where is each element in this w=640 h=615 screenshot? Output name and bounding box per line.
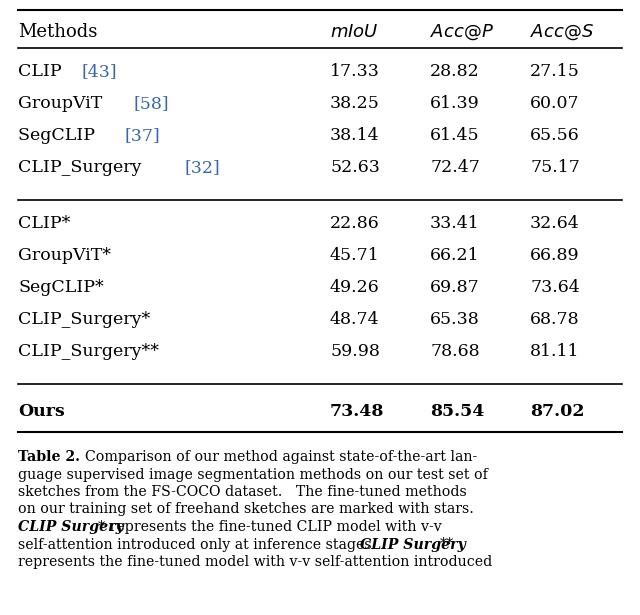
Text: 68.78: 68.78 [530, 312, 580, 328]
Text: 75.17: 75.17 [530, 159, 580, 177]
Text: 65.38: 65.38 [430, 312, 480, 328]
Text: 38.14: 38.14 [330, 127, 380, 145]
Text: **: ** [440, 538, 454, 552]
Text: CLIP_Surgery: CLIP_Surgery [18, 159, 147, 177]
Text: 48.74: 48.74 [330, 312, 380, 328]
Text: SegCLIP*: SegCLIP* [18, 279, 104, 296]
Text: * represents the fine-tuned CLIP model with v-v: * represents the fine-tuned CLIP model w… [98, 520, 442, 534]
Text: [32]: [32] [184, 159, 220, 177]
Text: 49.26: 49.26 [330, 279, 380, 296]
Text: 78.68: 78.68 [430, 344, 479, 360]
Text: SegCLIP: SegCLIP [18, 127, 100, 145]
Text: 73.64: 73.64 [530, 279, 580, 296]
Text: 17.33: 17.33 [330, 63, 380, 81]
Text: 66.21: 66.21 [430, 247, 479, 264]
Text: CLIP: CLIP [18, 63, 67, 81]
Text: Comparison of our method against state-of-the-art lan-: Comparison of our method against state-o… [76, 450, 477, 464]
Text: 45.71: 45.71 [330, 247, 380, 264]
Text: 22.86: 22.86 [330, 215, 380, 232]
Text: Ours: Ours [18, 403, 65, 419]
Text: 52.63: 52.63 [330, 159, 380, 177]
Text: CLIP_Surgery*: CLIP_Surgery* [18, 312, 150, 328]
Text: $Acc@P$: $Acc@P$ [430, 22, 494, 42]
Text: 72.47: 72.47 [430, 159, 480, 177]
Text: guage supervised image segmentation methods on our test set of: guage supervised image segmentation meth… [18, 467, 488, 482]
Text: 85.54: 85.54 [430, 403, 484, 419]
Text: GroupViT*: GroupViT* [18, 247, 111, 264]
Text: sketches from the FS-COCO dataset.   The fine-tuned methods: sketches from the FS-COCO dataset. The f… [18, 485, 467, 499]
Text: 33.41: 33.41 [430, 215, 480, 232]
Text: 61.39: 61.39 [430, 95, 480, 113]
Text: 81.11: 81.11 [530, 344, 579, 360]
Text: 27.15: 27.15 [530, 63, 580, 81]
Text: Methods: Methods [18, 23, 97, 41]
Text: 32.64: 32.64 [530, 215, 580, 232]
Text: 65.56: 65.56 [530, 127, 580, 145]
Text: 66.89: 66.89 [530, 247, 580, 264]
Text: $mIoU$: $mIoU$ [330, 23, 379, 41]
Text: 87.02: 87.02 [530, 403, 584, 419]
Text: on our training set of freehand sketches are marked with stars.: on our training set of freehand sketches… [18, 502, 474, 517]
Text: 60.07: 60.07 [530, 95, 580, 113]
Text: [43]: [43] [81, 63, 117, 81]
Text: [37]: [37] [124, 127, 160, 145]
Text: CLIP*: CLIP* [18, 215, 70, 232]
Text: CLIP Surgery: CLIP Surgery [360, 538, 466, 552]
Text: CLIP_Surgery**: CLIP_Surgery** [18, 344, 159, 360]
Text: Table 2.: Table 2. [18, 450, 80, 464]
Text: 61.45: 61.45 [430, 127, 479, 145]
Text: [58]: [58] [134, 95, 170, 113]
Text: 28.82: 28.82 [430, 63, 480, 81]
Text: represents the fine-tuned model with v-v self-attention introduced: represents the fine-tuned model with v-v… [18, 555, 492, 569]
Text: 38.25: 38.25 [330, 95, 380, 113]
Text: 59.98: 59.98 [330, 344, 380, 360]
Text: $Acc@S$: $Acc@S$ [530, 22, 594, 42]
Text: 69.87: 69.87 [430, 279, 480, 296]
Text: self-attention introduced only at inference stages.: self-attention introduced only at infere… [18, 538, 385, 552]
Text: CLIP Surgery: CLIP Surgery [18, 520, 124, 534]
Text: 73.48: 73.48 [330, 403, 385, 419]
Text: GroupViT: GroupViT [18, 95, 108, 113]
